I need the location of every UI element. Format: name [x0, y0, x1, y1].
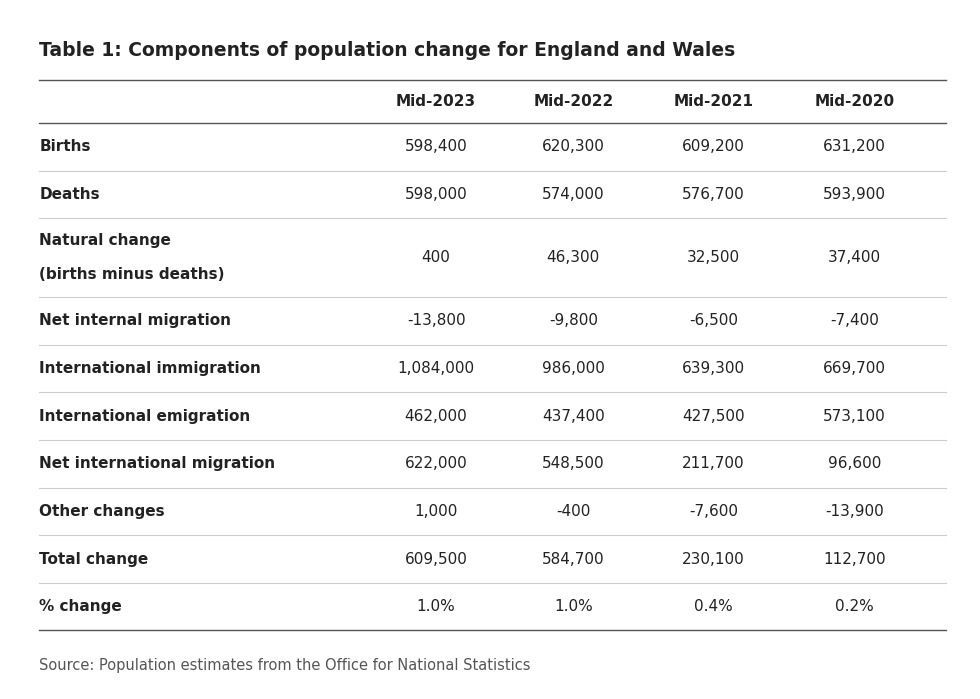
- Text: 669,700: 669,700: [823, 361, 886, 376]
- Text: Mid-2020: Mid-2020: [814, 94, 895, 109]
- Text: -13,900: -13,900: [825, 504, 884, 519]
- Text: 0.4%: 0.4%: [694, 599, 733, 614]
- Text: 230,100: 230,100: [682, 552, 745, 566]
- Text: 576,700: 576,700: [682, 187, 745, 202]
- Text: Deaths: Deaths: [39, 187, 100, 202]
- Text: 32,500: 32,500: [687, 250, 740, 265]
- Text: 620,300: 620,300: [542, 139, 605, 154]
- Text: Natural change: Natural change: [39, 233, 172, 248]
- Text: 437,400: 437,400: [542, 409, 605, 424]
- Text: 622,000: 622,000: [405, 456, 467, 471]
- Text: Source: Population estimates from the Office for National Statistics: Source: Population estimates from the Of…: [39, 658, 531, 673]
- Text: 609,500: 609,500: [405, 552, 467, 566]
- Text: Net internal migration: Net internal migration: [39, 313, 231, 329]
- Text: 1.0%: 1.0%: [554, 599, 593, 614]
- Text: 1,000: 1,000: [415, 504, 458, 519]
- Text: 427,500: 427,500: [682, 409, 745, 424]
- Text: 46,300: 46,300: [547, 250, 600, 265]
- Text: 639,300: 639,300: [682, 361, 745, 376]
- Text: (births minus deaths): (births minus deaths): [39, 268, 224, 282]
- Text: % change: % change: [39, 599, 122, 614]
- Text: 598,400: 598,400: [405, 139, 467, 154]
- Text: 631,200: 631,200: [823, 139, 886, 154]
- Text: 584,700: 584,700: [542, 552, 605, 566]
- Text: 986,000: 986,000: [542, 361, 605, 376]
- Text: Other changes: Other changes: [39, 504, 165, 519]
- Text: 0.2%: 0.2%: [835, 599, 874, 614]
- Text: Births: Births: [39, 139, 91, 154]
- Text: Table 1: Components of population change for England and Wales: Table 1: Components of population change…: [39, 41, 735, 59]
- Text: Mid-2021: Mid-2021: [673, 94, 754, 109]
- Text: 574,000: 574,000: [542, 187, 605, 202]
- Text: 37,400: 37,400: [828, 250, 881, 265]
- Text: International emigration: International emigration: [39, 409, 251, 424]
- Text: -13,800: -13,800: [407, 313, 466, 329]
- Text: 462,000: 462,000: [405, 409, 467, 424]
- Text: Mid-2022: Mid-2022: [533, 94, 613, 109]
- Text: 1.0%: 1.0%: [416, 599, 456, 614]
- Text: -400: -400: [556, 504, 591, 519]
- Text: 598,000: 598,000: [405, 187, 467, 202]
- Text: 593,900: 593,900: [823, 187, 886, 202]
- Text: Mid-2023: Mid-2023: [396, 94, 476, 109]
- Text: 400: 400: [421, 250, 451, 265]
- Text: 96,600: 96,600: [828, 456, 881, 471]
- Text: -7,400: -7,400: [830, 313, 879, 329]
- Text: 548,500: 548,500: [542, 456, 605, 471]
- Text: Net international migration: Net international migration: [39, 456, 275, 471]
- Text: -9,800: -9,800: [549, 313, 598, 329]
- Text: Total change: Total change: [39, 552, 148, 566]
- Text: 573,100: 573,100: [823, 409, 886, 424]
- Text: 112,700: 112,700: [823, 552, 886, 566]
- Text: 609,200: 609,200: [682, 139, 745, 154]
- Text: -6,500: -6,500: [689, 313, 738, 329]
- Text: International immigration: International immigration: [39, 361, 261, 376]
- Text: -7,600: -7,600: [689, 504, 738, 519]
- Text: 211,700: 211,700: [682, 456, 745, 471]
- Text: 1,084,000: 1,084,000: [398, 361, 474, 376]
